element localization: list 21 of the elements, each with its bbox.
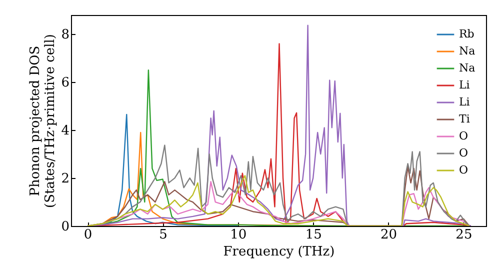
y-tick-label: 4 (61, 124, 70, 139)
legend-label: Na (459, 62, 476, 74)
y-tick-label: 8 (61, 28, 70, 43)
legend-label: Ti (459, 112, 470, 126)
x-tick-label: 25 (456, 228, 472, 242)
x-tick-label: 15 (305, 228, 322, 242)
y-axis-title: Phonon projected DOS (States/THz·primitive cell) (28, 34, 58, 208)
x-tick-label: 0 (84, 228, 92, 242)
legend-label: Na (459, 44, 476, 58)
x-axis-title: Frequency (THz) (223, 244, 335, 260)
x-tick-label: 10 (230, 228, 247, 242)
legend-label: O (459, 164, 468, 176)
x-tick-label: 20 (380, 228, 398, 242)
legend-label: O (459, 146, 468, 160)
y-tick-label: 2 (61, 172, 70, 187)
y-tick-label: 6 (61, 76, 70, 91)
x-tick-label: 5 (159, 228, 168, 242)
legend-label: O (459, 130, 468, 142)
legend-label: Li (459, 96, 470, 108)
legend-label: Rb (459, 28, 474, 40)
legend-label: Li (459, 78, 470, 92)
